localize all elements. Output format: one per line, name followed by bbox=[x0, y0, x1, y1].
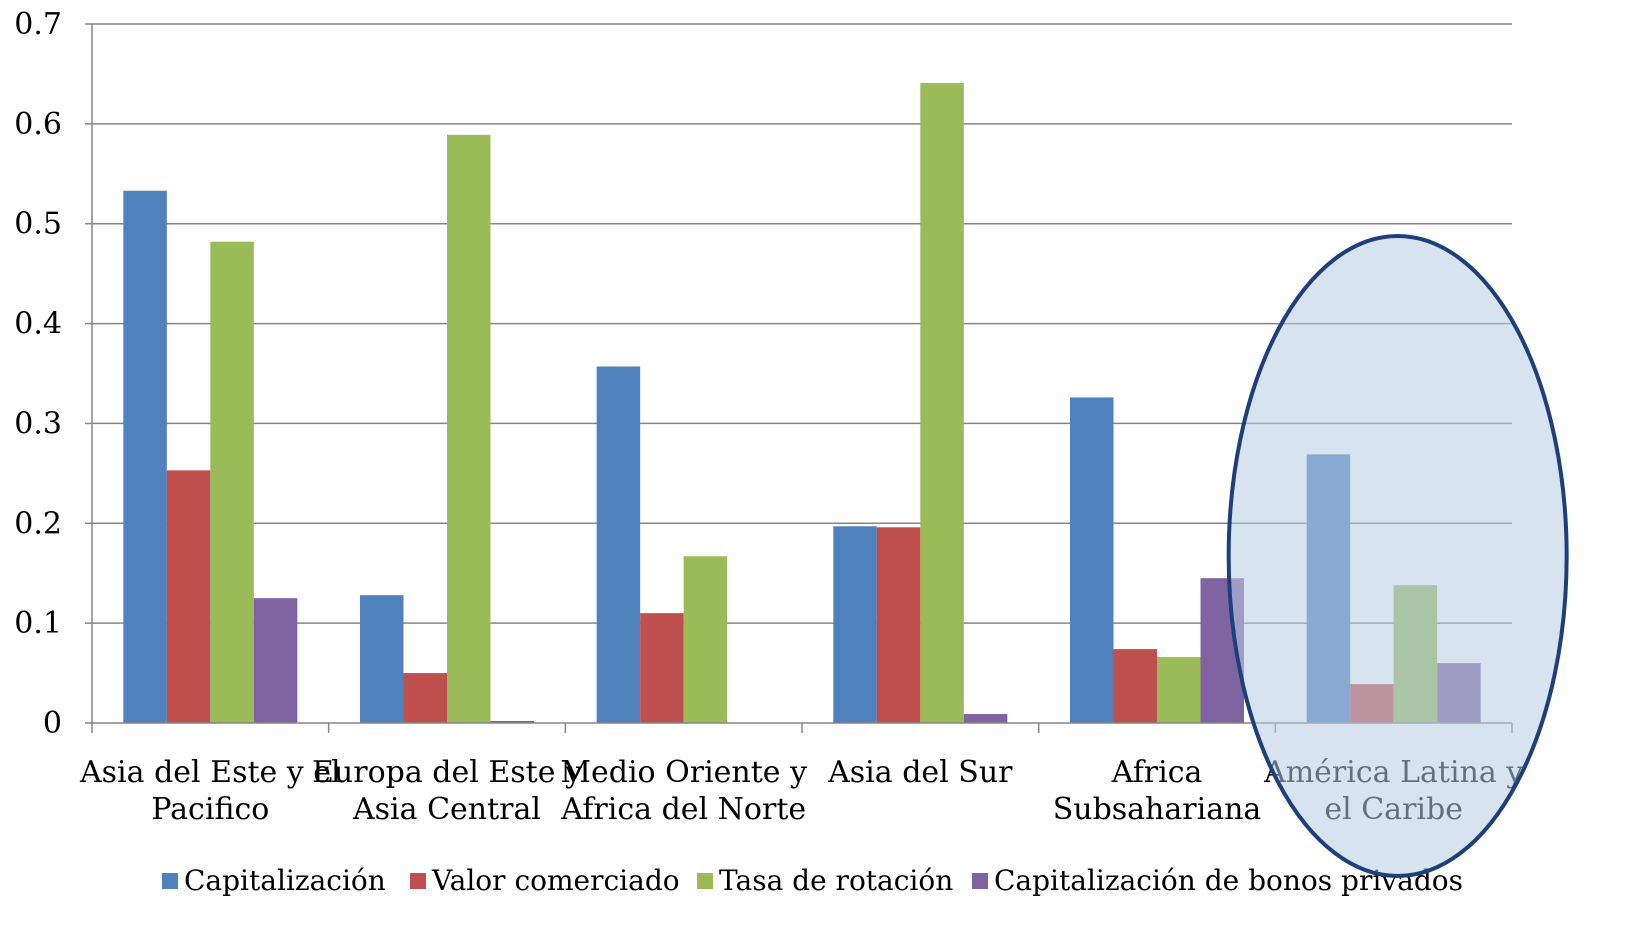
legend-label: Valor comerciado bbox=[431, 864, 680, 897]
bar bbox=[404, 673, 448, 723]
bar bbox=[640, 613, 684, 723]
category-label: Asia Central bbox=[352, 792, 541, 827]
bar bbox=[877, 527, 921, 723]
category-label: Medio Oriente y bbox=[560, 755, 807, 790]
bar bbox=[254, 598, 297, 723]
y-tick-label: 0.7 bbox=[14, 7, 62, 42]
y-tick-label: 0.6 bbox=[14, 107, 62, 142]
highlight-ellipse-shape bbox=[1229, 236, 1567, 876]
bar bbox=[964, 714, 1008, 723]
legend-swatch bbox=[972, 873, 988, 889]
legend: Capitalización Valor comerciado Tasa de ro… bbox=[162, 864, 1463, 897]
category-label: Subsahariana bbox=[1053, 792, 1262, 827]
legend-swatch bbox=[697, 873, 713, 889]
bar bbox=[123, 191, 167, 723]
bar bbox=[1114, 649, 1158, 723]
legend-label: Capitalización bbox=[184, 864, 386, 897]
bar bbox=[597, 367, 641, 723]
y-tick-label: 0.2 bbox=[14, 506, 62, 541]
bar bbox=[210, 242, 254, 723]
bar bbox=[684, 556, 728, 723]
legend-swatch bbox=[162, 873, 178, 889]
y-tick-label: 0.1 bbox=[14, 606, 62, 641]
bar bbox=[1157, 657, 1201, 723]
legend-swatch bbox=[410, 873, 426, 889]
bar bbox=[1070, 397, 1114, 723]
y-axis-ticks: 0 0.1 0.2 0.3 0.4 0.5 0.6 0.7 bbox=[14, 7, 62, 741]
y-tick-label: 0.4 bbox=[14, 307, 62, 342]
category-label: Asia del Este y el bbox=[79, 755, 341, 790]
category-label: Africa bbox=[1111, 755, 1203, 790]
highlight-ellipse bbox=[1229, 236, 1567, 876]
category-label: Asia del Sur bbox=[827, 755, 1013, 790]
category-label: Africa del Norte bbox=[560, 792, 806, 827]
bar bbox=[360, 595, 404, 723]
category-label: Pacifico bbox=[151, 792, 269, 827]
y-tick-label: 0 bbox=[43, 706, 62, 741]
legend-label: Tasa de rotación bbox=[719, 864, 953, 897]
bar bbox=[920, 83, 964, 723]
bar bbox=[447, 135, 491, 723]
bar bbox=[167, 470, 211, 723]
y-tick-label: 0.3 bbox=[14, 406, 62, 441]
category-label: Europa del Este y bbox=[312, 755, 582, 790]
bar bbox=[833, 526, 877, 723]
y-tick-label: 0.5 bbox=[14, 207, 62, 242]
